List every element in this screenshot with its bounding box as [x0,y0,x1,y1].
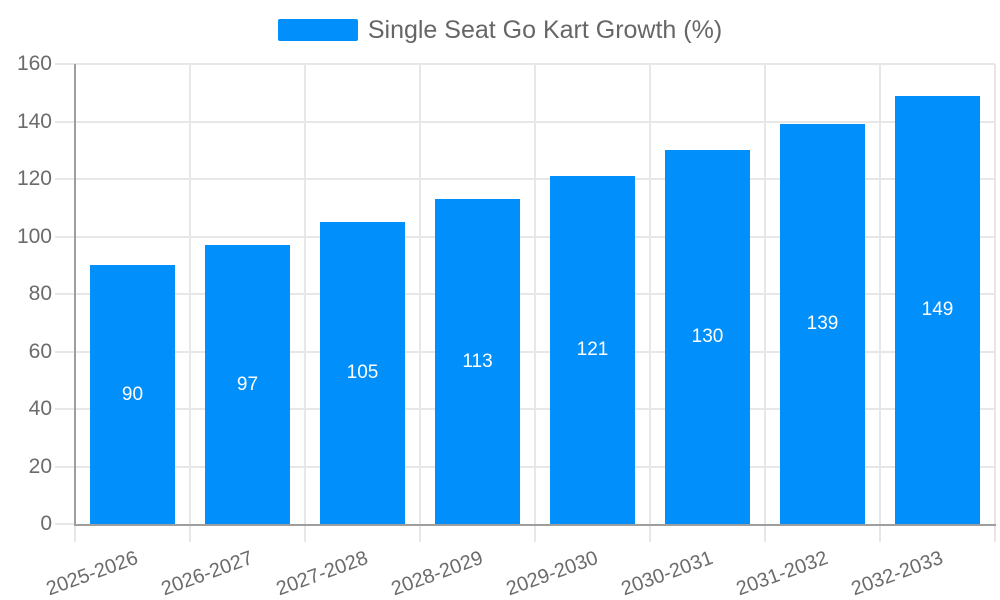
y-tick [55,178,75,180]
y-axis-label: 160 [16,52,52,75]
bar[interactable] [205,245,290,524]
bar-value-label: 121 [576,339,609,361]
y-axis-label: 40 [28,397,52,420]
y-tick [55,293,75,295]
bar-value-label: 139 [806,313,839,335]
y-axis-label: 20 [28,454,52,478]
bar-value-label: 105 [346,362,379,384]
x-gridline [189,64,191,524]
y-axis-label: 140 [16,109,52,133]
y-tick [55,523,75,525]
bar-value-label: 90 [121,383,144,405]
bar-value-label: 113 [462,350,493,372]
y-axis-label: 120 [16,167,52,190]
x-tick [879,524,881,542]
bar[interactable] [895,95,980,524]
x-gridline [649,64,651,524]
bar[interactable] [90,265,175,524]
legend-swatch [277,19,358,41]
x-tick [534,524,536,542]
x-tick [74,524,76,542]
x-gridline [879,64,881,524]
chart-legend[interactable]: Single Seat Go Kart Growth (%) [0,16,1000,44]
x-gridline [304,64,306,524]
legend-label: Single Seat Go Kart Growth (%) [367,16,723,44]
x-tick [994,524,996,542]
x-gridline [534,64,536,524]
y-tick [55,120,75,123]
x-tick [419,524,421,542]
x-axis-line [74,524,996,526]
x-tick [304,524,306,542]
bar[interactable] [780,124,865,524]
y-axis-label: 100 [16,224,52,248]
y-axis-label: 80 [28,282,52,305]
x-tick [764,524,766,542]
x-gridline [419,64,421,524]
bar[interactable] [550,176,635,524]
bar[interactable] [665,150,750,524]
x-gridline [764,64,766,524]
y-tick [55,63,75,65]
bar[interactable] [320,222,405,524]
bar[interactable] [435,199,520,524]
bar-value-label: 130 [691,326,724,348]
bar-value-label: 149 [921,298,954,320]
y-axis-label: 60 [28,339,52,363]
bar-value-label: 97 [236,373,259,395]
y-tick [55,408,75,410]
y-tick [55,465,75,468]
y-tick [55,235,75,238]
y-axis-label: 0 [40,512,52,535]
x-tick [649,524,651,542]
x-tick [189,524,191,542]
y-axis-line [74,64,76,526]
x-gridline [994,64,996,524]
y-tick [55,350,75,353]
